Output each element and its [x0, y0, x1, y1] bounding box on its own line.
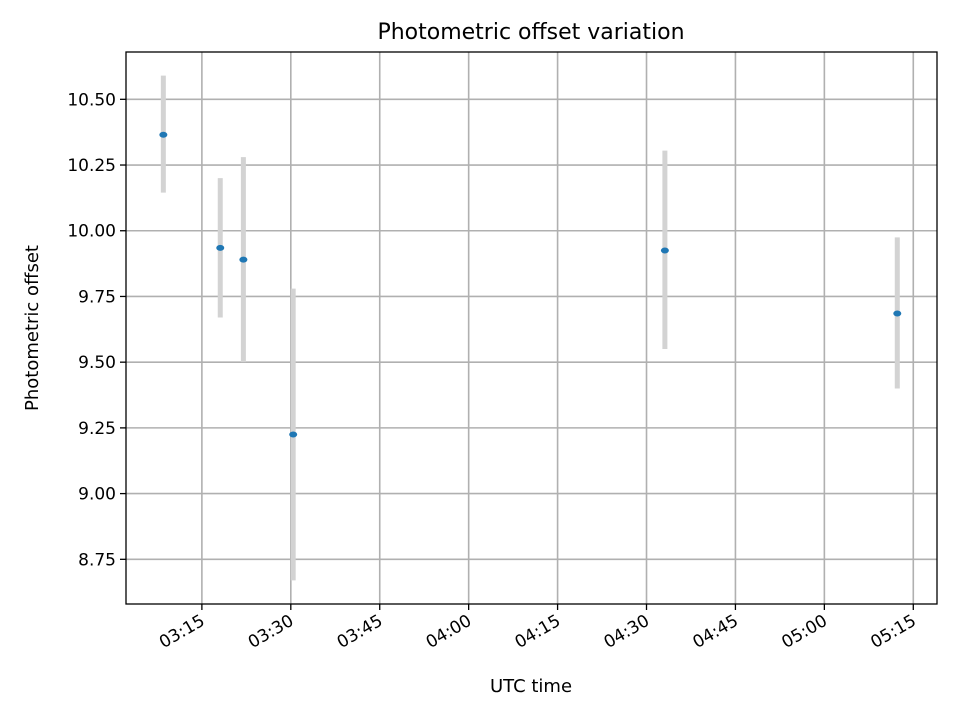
data-point [893, 310, 902, 317]
x-axis-title: UTC time [490, 676, 572, 697]
y-axis-title: Photometric offset [22, 245, 43, 411]
y-tick-label: 8.75 [78, 550, 116, 570]
y-tick-label: 9.00 [78, 485, 116, 505]
data-point [216, 244, 225, 251]
x-tick-label: 03:30 [245, 611, 297, 653]
y-tick-label: 10.50 [67, 90, 116, 110]
data-point [239, 256, 248, 263]
x-tick-label: 03:15 [156, 611, 208, 653]
error-bars [160, 75, 900, 581]
x-tick-label: 05:00 [778, 611, 830, 653]
x-tick-label: 04:30 [601, 611, 653, 653]
y-tick-label: 10.25 [67, 156, 116, 176]
y-tick-label: 9.75 [78, 287, 116, 307]
x-axis: 03:15 03:30 03:45 04:00 04:15 04:30 04:45 05:00… [156, 604, 920, 653]
data-points [159, 131, 902, 438]
y-tick-label: 9.25 [78, 419, 116, 439]
data-point [660, 247, 669, 254]
data-point [159, 131, 168, 138]
y-tick-label: 9.50 [78, 353, 116, 373]
x-tick-label: 04:15 [512, 611, 564, 653]
chart-title: Photometric offset variation [377, 20, 684, 45]
x-tick-label: 03:45 [334, 611, 386, 653]
x-tick-label: 04:00 [423, 611, 475, 653]
grid [126, 52, 937, 604]
x-tick-label: 04:45 [690, 611, 742, 653]
x-tick-label: 05:15 [867, 611, 919, 653]
plot-frame [125, 51, 938, 605]
y-tick-label: 10.00 [67, 222, 116, 242]
data-point [289, 431, 298, 438]
y-axis: 8.75 9.00 9.25 9.50 9.75 10.00 10.25 10.50 [67, 90, 126, 570]
